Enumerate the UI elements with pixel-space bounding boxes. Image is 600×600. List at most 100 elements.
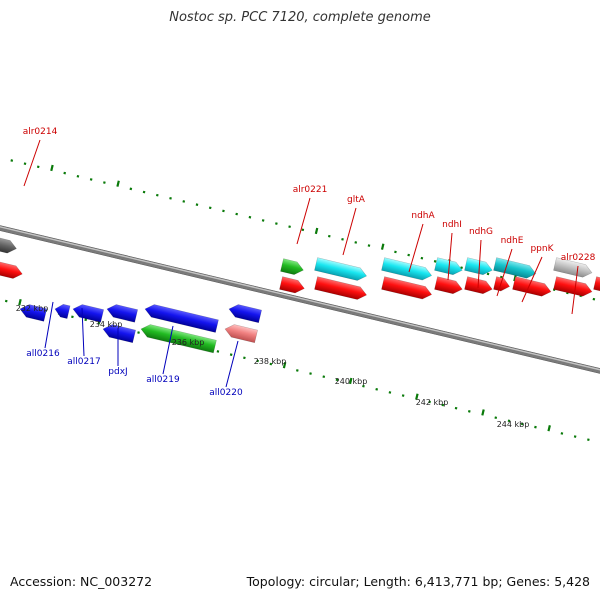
minor-tick xyxy=(454,406,458,410)
gene-all0219[interactable] xyxy=(139,323,217,354)
minor-tick xyxy=(256,359,259,363)
minor-tick xyxy=(341,237,344,241)
gene-label-forward[interactable]: ppnK xyxy=(530,244,554,254)
gene-ndhI[interactable] xyxy=(434,257,463,277)
minor-tick xyxy=(76,174,80,178)
gene-label-forward[interactable]: ndhE xyxy=(501,236,524,246)
minor-tick xyxy=(335,378,339,382)
minor-tick xyxy=(441,403,445,407)
leader-line xyxy=(521,256,543,303)
gene-alr0228[interactable] xyxy=(553,257,593,279)
gene-red-e[interactable] xyxy=(434,276,463,296)
gene-label-forward[interactable]: ndhG xyxy=(469,227,493,237)
leader-line xyxy=(496,248,513,297)
minor-tick xyxy=(36,165,40,169)
leader-line xyxy=(44,301,54,349)
gene-features xyxy=(0,237,600,354)
minor-tick xyxy=(587,438,590,442)
minor-tick xyxy=(362,384,365,388)
minor-tick xyxy=(71,315,74,319)
minor-tick xyxy=(327,234,331,238)
leader-line xyxy=(408,223,424,273)
major-tick xyxy=(116,180,120,187)
gene-blue-d[interactable] xyxy=(105,303,138,323)
gene-label-reverse[interactable]: all0216 xyxy=(26,349,60,359)
gene-red-d[interactable] xyxy=(381,276,433,301)
gene-black[interactable] xyxy=(0,237,18,255)
gene-label-reverse[interactable]: all0219 xyxy=(146,375,180,385)
gene-red-c[interactable] xyxy=(314,276,368,302)
gene-all0216[interactable] xyxy=(18,303,48,322)
gene-alr0221[interactable] xyxy=(280,258,304,277)
minor-tick xyxy=(229,353,233,356)
minor-tick xyxy=(155,193,159,197)
major-tick xyxy=(314,227,319,235)
gene-label-forward[interactable]: alr0214 xyxy=(23,127,58,137)
major-tick xyxy=(50,164,54,172)
gene-gltA[interactable] xyxy=(314,257,368,283)
minor-tick xyxy=(592,297,596,301)
scale-label: 232 kbp xyxy=(16,304,49,313)
gene-all0217[interactable] xyxy=(71,303,104,323)
gene-label-forward[interactable]: gltA xyxy=(347,195,366,205)
minor-tick xyxy=(216,350,220,353)
gene-alr0214[interactable] xyxy=(0,261,24,281)
gene-label-forward[interactable]: alr0228 xyxy=(561,253,596,263)
genome-backbone-highlight xyxy=(0,214,600,383)
minor-tick xyxy=(407,253,410,257)
minor-tick xyxy=(295,369,299,372)
minor-tick xyxy=(23,162,27,165)
gene-red-f[interactable] xyxy=(464,276,493,296)
gene-all0220[interactable] xyxy=(223,323,258,344)
gene-ndhG[interactable] xyxy=(464,257,493,277)
minor-tick xyxy=(573,435,577,438)
scale-label: 242 kbp xyxy=(416,398,449,407)
major-tick xyxy=(481,409,485,416)
genome-title: Nostoc sp. PCC 7120, complete genome xyxy=(169,10,431,25)
minor-tick xyxy=(248,215,252,219)
minor-tick xyxy=(182,200,186,203)
gene-red-i[interactable] xyxy=(553,276,593,298)
minor-tick xyxy=(288,225,291,229)
gene-ndhA[interactable] xyxy=(381,257,433,282)
leader-line xyxy=(571,265,579,315)
gene-label-reverse[interactable]: all0217 xyxy=(67,357,100,367)
minor-tick xyxy=(367,244,371,247)
scale-label: 244 kbp xyxy=(497,420,530,429)
minor-tick xyxy=(243,356,246,360)
gene-red-b[interactable] xyxy=(279,276,305,295)
minor-tick xyxy=(486,272,490,276)
gene-label-forward[interactable]: ndhI xyxy=(442,220,462,230)
minor-tick xyxy=(354,241,358,244)
gene-blue-f[interactable] xyxy=(227,303,262,324)
gene-ndhE[interactable] xyxy=(493,257,537,280)
leader-line xyxy=(477,239,482,289)
leader-line xyxy=(296,197,311,245)
gene-label-reverse[interactable]: all0220 xyxy=(209,388,243,398)
scale-label: 240 kbp xyxy=(335,377,368,386)
gene-label-reverse[interactable]: pdxJ xyxy=(108,367,127,377)
minor-tick xyxy=(520,422,524,426)
gene-pdxJ[interactable] xyxy=(101,323,136,344)
minor-tick xyxy=(467,410,471,413)
minor-tick xyxy=(301,228,305,232)
gene-label-forward[interactable]: alr0221 xyxy=(293,185,328,195)
leader-line xyxy=(81,307,85,357)
scale-label: 236 kbp xyxy=(172,338,205,347)
minor-tick xyxy=(534,425,537,429)
gene-blue-b[interactable] xyxy=(53,303,71,319)
text-labels: 232 kbp 234 kbp 236 kbp 238 kbp 240 kbp 242 k… xyxy=(16,127,596,429)
gene-red-j[interactable] xyxy=(593,276,600,293)
gene-blue-e[interactable] xyxy=(143,303,219,333)
gene-ppnK[interactable] xyxy=(512,276,552,298)
minor-tick xyxy=(4,299,8,303)
gene-label-forward[interactable]: ndhA xyxy=(411,211,435,221)
minor-tick xyxy=(269,362,273,366)
minor-tick xyxy=(169,197,172,200)
minor-tick xyxy=(129,187,133,191)
scale-label: 238 kbp xyxy=(254,357,287,366)
minor-tick xyxy=(142,190,146,194)
genome-summary-label: Topology: circular; Length: 6,413,771 bp… xyxy=(246,574,590,589)
